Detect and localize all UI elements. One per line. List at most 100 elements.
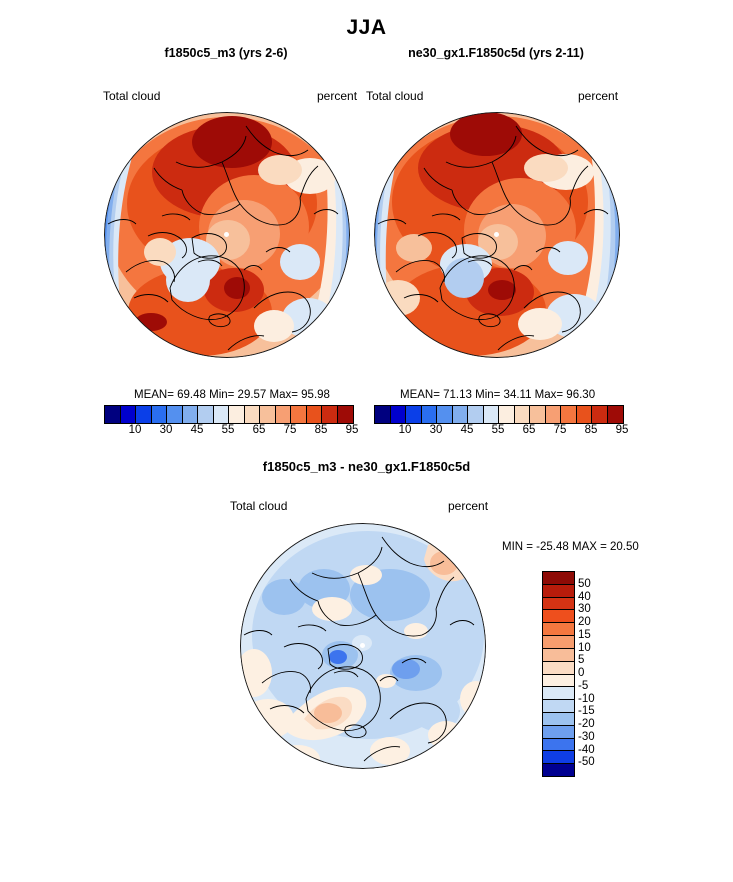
colorbar-swatch (421, 406, 437, 423)
colorbar-swatch (375, 406, 391, 423)
right-map-pole-marker (494, 232, 499, 237)
right-panel-stats: MEAN= 71.13 Min= 34.11 Max= 96.30 (400, 389, 596, 401)
colorbar-swatch (136, 406, 152, 423)
left-colorbar-ticks: 10 30 45 55 65 75 85 95 (104, 424, 359, 440)
colorbar-tick-label: 85 (314, 424, 328, 436)
colorbar-swatch (306, 406, 322, 423)
colorbar-swatch (514, 406, 530, 423)
colorbar-swatch (483, 406, 499, 423)
colorbar-tick-label: 55 (221, 424, 235, 436)
colorbar-swatch (530, 406, 546, 423)
right-polar-map (374, 112, 620, 358)
diff-colorbar-tick-label: 0 (578, 667, 585, 679)
left-panel-variable-label: Total cloud (103, 89, 161, 103)
difference-colorbar (542, 571, 575, 777)
colorbar-tick-label: 10 (128, 424, 142, 436)
colorbar-swatch (406, 406, 422, 423)
diff-colorbar-tick-label: 15 (578, 628, 591, 641)
diff-colorbar-tick-label: -5 (578, 679, 589, 692)
colorbar-swatch (291, 406, 307, 423)
diff-colorbar-swatch (543, 623, 574, 637)
colorbar-swatch (576, 406, 592, 423)
left-panel-title: f1850c5_m3 (yrs 2-6) (164, 46, 288, 60)
diff-colorbar-tick-label: 10 (578, 641, 591, 654)
diff-colorbar-swatch (543, 648, 574, 662)
diff-colorbar-tick-label: 40 (578, 590, 591, 603)
colorbar-swatch (437, 406, 453, 423)
difference-variable-label: Total cloud (230, 499, 288, 513)
colorbar-swatch (151, 406, 167, 423)
colorbar-swatch (545, 406, 561, 423)
colorbar-swatch (468, 406, 484, 423)
difference-units-label: percent (448, 499, 489, 513)
difference-map-field (240, 523, 486, 769)
right-colorbar-ticks: 10 30 45 55 65 75 85 95 (374, 424, 629, 440)
colorbar-swatch (452, 406, 468, 423)
diff-colorbar-tick-label: -50 (578, 756, 595, 769)
left-colorbar (104, 405, 354, 424)
colorbar-swatch (167, 406, 183, 423)
left-polar-map (104, 112, 350, 358)
diff-colorbar-swatch (543, 687, 574, 701)
colorbar-tick-label: 45 (190, 424, 204, 436)
diff-colorbar-tick-label: 30 (578, 603, 591, 616)
diff-colorbar-tick-label: -40 (578, 743, 595, 756)
diff-colorbar-swatch (543, 636, 574, 649)
colorbar-swatch (390, 406, 406, 423)
left-map-pole-marker (224, 232, 229, 237)
colorbar-swatch (592, 406, 608, 423)
diff-colorbar-swatch (543, 700, 574, 713)
diff-colorbar-tick-label: 20 (578, 616, 591, 628)
diff-colorbar-swatch (543, 674, 574, 688)
difference-colorbar-ticks: 50 40 30 20 15 10 5 0 -5 -10 -15 -20 -30 -40 -50 (578, 571, 618, 775)
colorbar-swatch (260, 406, 276, 423)
colorbar-swatch (337, 406, 353, 423)
difference-panel-title: f1850c5_m3 - ne30_gx1.F1850c5d (262, 459, 471, 474)
colorbar-tick-label: 45 (460, 424, 474, 436)
diff-colorbar-tick-label: -20 (578, 718, 595, 730)
diff-colorbar-swatch (543, 764, 574, 776)
diff-colorbar-tick-label: -10 (578, 692, 595, 705)
right-panel-units-label: percent (578, 89, 619, 103)
diff-colorbar-swatch (543, 584, 574, 598)
right-panel-variable-label: Total cloud (366, 89, 424, 103)
left-panel-units-label: percent (317, 89, 358, 103)
colorbar-tick-label: 10 (398, 424, 412, 436)
colorbar-swatch (607, 406, 623, 423)
colorbar-swatch (275, 406, 291, 423)
colorbar-swatch (198, 406, 214, 423)
diff-colorbar-swatch (543, 610, 574, 624)
right-colorbar (374, 405, 624, 424)
colorbar-tick-label: 30 (429, 424, 443, 436)
colorbar-tick-label: 95 (615, 424, 629, 436)
diff-colorbar-tick-label: 50 (578, 577, 591, 590)
colorbar-tick-label: 30 (159, 424, 173, 436)
diff-colorbar-swatch (543, 661, 574, 675)
difference-map-pole-marker (360, 643, 365, 648)
colorbar-tick-label: 85 (584, 424, 598, 436)
diff-colorbar-swatch (543, 572, 574, 585)
colorbar-swatch (229, 406, 245, 423)
diff-colorbar-swatch (543, 597, 574, 611)
diff-colorbar-tick-label: 5 (578, 654, 585, 667)
right-panel-title: ne30_gx1.F1850c5d (yrs 2-11) (408, 46, 584, 60)
colorbar-tick-label: 75 (553, 424, 567, 436)
colorbar-tick-label: 75 (283, 424, 297, 436)
colorbar-tick-label: 65 (522, 424, 536, 436)
difference-polar-map (240, 523, 486, 769)
colorbar-tick-label: 65 (252, 424, 266, 436)
colorbar-tick-label: 55 (491, 424, 505, 436)
diff-colorbar-swatch (543, 725, 574, 739)
colorbar-swatch (213, 406, 229, 423)
colorbar-swatch (499, 406, 515, 423)
colorbar-tick-label: 95 (345, 424, 359, 436)
diff-colorbar-swatch (543, 738, 574, 752)
colorbar-swatch (105, 406, 121, 423)
figure-season-title: JJA (346, 16, 387, 39)
difference-minmax-text: MIN = -25.48 MAX = 20.50 (502, 541, 639, 553)
diff-colorbar-swatch (543, 751, 574, 765)
diff-colorbar-tick-label: -15 (578, 705, 595, 718)
diff-colorbar-swatch (543, 712, 574, 726)
colorbar-swatch (182, 406, 198, 423)
colorbar-swatch (120, 406, 136, 423)
